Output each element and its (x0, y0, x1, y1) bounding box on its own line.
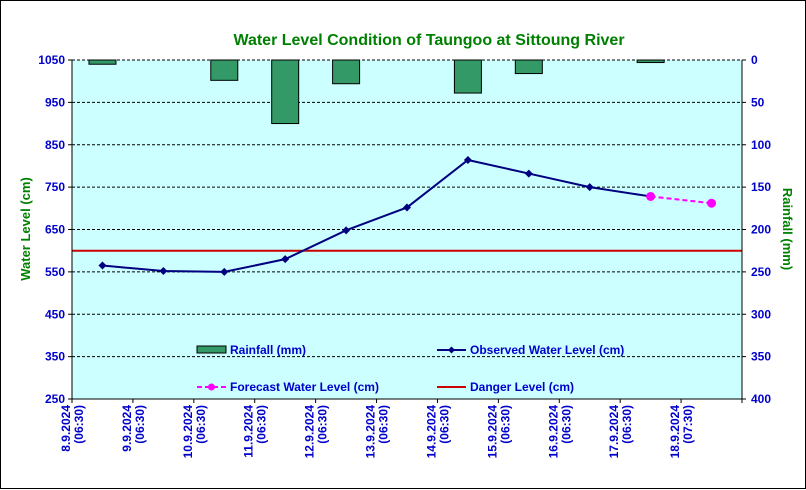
y2-tick-label: 250 (751, 265, 771, 279)
y2-tick-label: 300 (751, 307, 771, 321)
y-tick-label: 550 (45, 265, 65, 279)
y2-tick-label: 400 (751, 392, 771, 406)
x-tick-date: 18.9.2024 (668, 405, 682, 459)
observed-point (159, 267, 168, 276)
x-tick-time: (06:30) (559, 405, 573, 444)
legend-forecast-marker (208, 383, 215, 391)
y2-tick-label: 200 (751, 223, 771, 237)
y-tick-label: 350 (45, 350, 65, 364)
x-tick-date: 16.9.2024 (546, 405, 560, 459)
observed-point (342, 226, 351, 235)
x-tick-time: (06:30) (72, 405, 86, 444)
x-tick-date: 17.9.2024 (607, 405, 621, 459)
rainfall-bar (88, 59, 117, 65)
y2-tick-label: 0 (751, 53, 758, 67)
forecast-point (707, 198, 717, 208)
forecast-point (646, 191, 656, 201)
observed-point (524, 169, 533, 178)
chart-title: Water Level Condition of Taungoo at Sitt… (233, 32, 624, 49)
rainfall-bar (453, 59, 482, 94)
x-tick-date: 13.9.2024 (364, 405, 378, 459)
y2-tick-label: 150 (751, 180, 771, 194)
legend-observed-marker (448, 346, 455, 354)
x-tick-date: 12.9.2024 (303, 405, 317, 459)
rainfall-bar (332, 59, 361, 85)
y2-tick-label: 100 (751, 138, 771, 152)
legend-label: Rainfall (mm) (230, 343, 306, 357)
observed-point (585, 183, 594, 192)
x-tick-date: 10.9.2024 (181, 405, 195, 459)
legend-label: Observed Water Level (cm) (470, 343, 624, 357)
x-tick-date: 15.9.2024 (485, 405, 499, 459)
observed-point (220, 267, 229, 276)
observed-point (463, 156, 472, 165)
y-tick-label: 250 (45, 392, 65, 406)
x-tick-time: (06:30) (498, 405, 512, 444)
observed-point (281, 255, 290, 264)
x-tick-time: (06:30) (620, 405, 634, 444)
rainfall-bar (514, 59, 543, 75)
forecast-water-level-line (650, 195, 712, 205)
y-tick-label: 950 (45, 95, 65, 109)
observed-point (98, 261, 107, 270)
y-tick-label: 650 (45, 223, 65, 237)
observed-point (403, 203, 411, 212)
x-tick-time: (06:30) (255, 405, 269, 444)
y2-tick-label: 50 (751, 95, 765, 109)
y-tick-label: 750 (45, 180, 65, 194)
x-tick-time: (06:30) (437, 405, 451, 444)
observed-water-level-line (102, 158, 651, 273)
y-tick-label: 850 (45, 138, 65, 152)
x-tick-time: (06:30) (377, 405, 391, 444)
y-tick-label: 450 (45, 307, 65, 321)
x-tick-date: 9.9.2024 (120, 405, 134, 452)
legend-label: Danger Level (cm) (470, 380, 574, 394)
legend-label: Forecast Water Level (cm) (230, 380, 379, 394)
rainfall-bar (210, 59, 239, 81)
y-axis-title: Water Level (cm) (18, 177, 33, 281)
x-tick-time: (06:30) (316, 405, 330, 444)
rainfall-bar (271, 59, 300, 125)
rainfall-bar (636, 59, 665, 64)
x-tick-time: (06:30) (194, 405, 208, 444)
y2-tick-label: 350 (751, 350, 771, 364)
x-tick-date: 8.9.2024 (59, 405, 73, 452)
y2-axis-title: Rainfall (mm) (780, 188, 795, 270)
y-tick-label: 1050 (38, 53, 65, 67)
x-tick-date: 11.9.2024 (242, 405, 256, 458)
legend-rainfall-swatch (196, 345, 227, 354)
x-tick-date: 14.9.2024 (424, 405, 438, 459)
x-tick-time: (06:30) (133, 405, 147, 444)
x-tick-time: (07:30) (681, 405, 695, 444)
